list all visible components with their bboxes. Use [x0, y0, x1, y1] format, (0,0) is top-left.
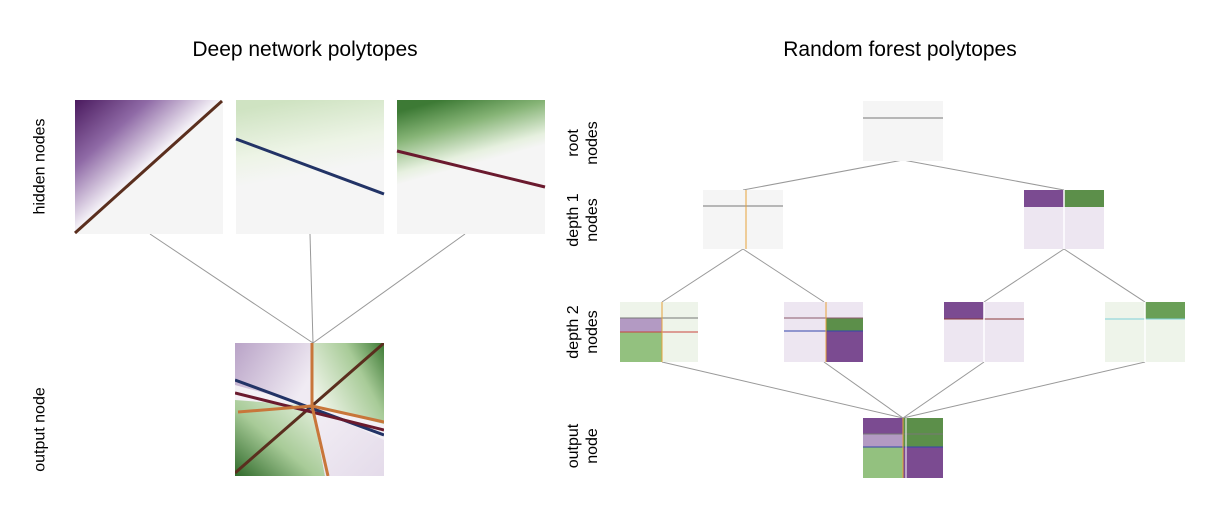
hidden-node-1 — [73, 99, 224, 235]
rf-depth2-node-2 — [784, 302, 863, 362]
rf-depth1-node-right — [1024, 190, 1104, 249]
dn-output-node — [235, 343, 384, 476]
rf-depth1-node-left — [703, 190, 783, 249]
left-edges — [149, 233, 466, 344]
edge-hidden2-output — [309, 233, 314, 344]
rf-edges — [661, 159, 1146, 419]
hidden-node-3 — [396, 100, 546, 234]
rf-depth2-node-4 — [1105, 302, 1185, 362]
rf-depth2-node-1 — [620, 302, 698, 362]
edge-hidden1-output — [149, 233, 314, 344]
rf-output-node — [863, 418, 943, 478]
rf-root-node — [863, 101, 943, 161]
left-panel-title: Deep network polytopes — [192, 38, 418, 61]
edge-hidden3-output — [312, 233, 466, 344]
rf-depth2-node-3 — [944, 302, 1024, 362]
hidden-node-2 — [235, 100, 385, 234]
right-panel-title: Random forest polytopes — [783, 38, 1017, 61]
